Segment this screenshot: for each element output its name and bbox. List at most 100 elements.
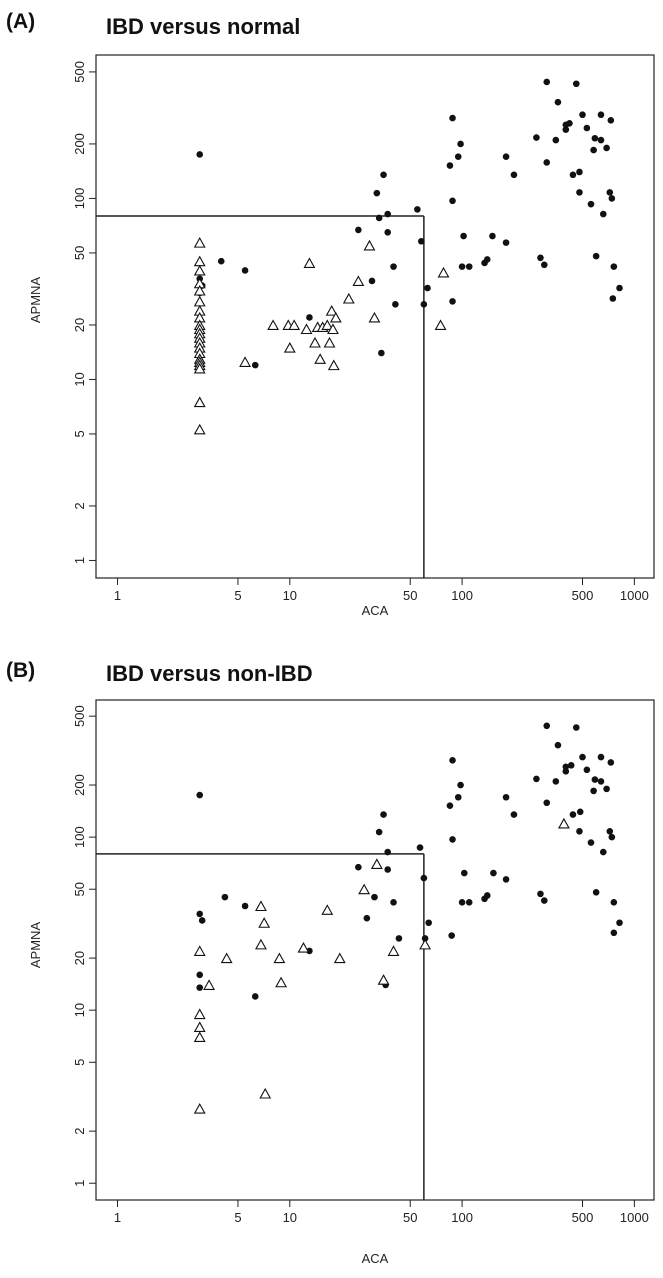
panel-a-control-point: [363, 239, 376, 251]
panel-b-ibd-point: [587, 839, 595, 846]
panel-b-ibd-point: [465, 899, 473, 906]
panel-b-x-tick-label: 500: [572, 1210, 594, 1225]
panel-a-y-tick-label: 5: [72, 430, 87, 437]
panel-a-y-tick-label: 200: [72, 133, 87, 155]
panel-a-ibd-point: [607, 117, 615, 124]
panel-a-ibd-point: [610, 263, 618, 270]
panel-b-ibd-point: [355, 863, 362, 871]
panel-b-ibd-point: [384, 866, 391, 873]
panel-b-ibd-point: [371, 893, 378, 901]
panel-b-control-point: [358, 883, 371, 895]
panel-a-y-tick-label: 1: [72, 557, 87, 564]
panel-a-control-point: [288, 319, 301, 331]
panel-a-ibd-point: [540, 261, 548, 269]
panel-b-ibd-point: [196, 791, 204, 799]
panel-a-control-point: [193, 396, 206, 408]
panel-a-control-point: [193, 362, 206, 374]
panel-b-control-point: [333, 952, 346, 964]
panel-b-ibd-point: [552, 778, 560, 785]
panel-b-control-point: [193, 1008, 206, 1020]
panel-b-ibd-point: [607, 759, 615, 766]
panel-a-title: IBD versus normal: [106, 14, 300, 39]
panel-b-control-point: [273, 952, 286, 964]
panel-a-ibd-point: [483, 256, 491, 263]
panel-a-ibd-point: [566, 120, 573, 127]
panel-b-ibd-point: [597, 778, 605, 785]
panel-b-ibd-point: [603, 785, 610, 793]
panel-a-control-point: [193, 284, 206, 296]
panel-b-ibd-point: [198, 917, 206, 924]
panel-b-control-point: [193, 945, 206, 956]
panel-b-control-point: [193, 1021, 206, 1032]
panel-a-x-tick-label: 50: [403, 588, 417, 603]
panel-b-control-point: [259, 1087, 272, 1099]
panel-b-x-tick-label: 5: [234, 1210, 241, 1225]
panel-a-y-axis-label: APMNA: [28, 277, 43, 324]
panel-b-ibd-point: [363, 914, 371, 922]
panel-b-x-axis-label: ACA: [362, 1251, 389, 1266]
panel-a-ibd-point: [606, 189, 614, 196]
panel-a-control-point: [321, 319, 334, 331]
panel-b-ibd-point: [490, 869, 497, 877]
panel-a-ibd-point: [576, 168, 583, 176]
panel-a-ibd-point: [375, 214, 383, 222]
panel-a-y-tick-label: 500: [72, 61, 87, 83]
panel-a-ibd-point: [502, 239, 510, 246]
panel-b: (B) IBD versus non-IBD ACA APMNA 1 5 10 50 1…: [6, 659, 655, 1266]
panel-a-x-tick-label: 10: [283, 588, 297, 603]
panel-a-y-tick-label: 100: [72, 188, 87, 210]
panel-b-ibd-point: [510, 811, 518, 818]
panel-a-control-point: [193, 255, 206, 267]
panel-a-x-tick-label: 5: [234, 588, 241, 603]
panel-b-ibd-point: [569, 811, 577, 818]
panel-a-ibd-point: [414, 206, 421, 213]
panel-b-control-point: [258, 917, 271, 928]
panel-a-ibd-point: [251, 361, 259, 369]
panel-b-ibd-point: [554, 741, 562, 749]
panel-b-control-point: [255, 900, 267, 912]
panel-a-control-point: [323, 336, 336, 348]
panel-a-control-point: [329, 311, 342, 323]
panel-a-ibd-point: [533, 134, 540, 141]
panel-b-ibd-point: [616, 919, 623, 927]
panel-a-control-point: [309, 336, 321, 348]
panel-b-x-tick-label: 100: [451, 1210, 473, 1225]
panel-a-ibd-point: [591, 134, 599, 142]
panel-a-control-point: [342, 292, 355, 304]
panel-a-ibd-point: [373, 189, 381, 197]
panel-b-ibd-point: [458, 899, 466, 906]
panel-b-ibd-point: [449, 836, 456, 843]
panel-b-ibd-point: [608, 833, 616, 841]
panel-b-control-point: [255, 938, 267, 950]
panel-b-control-point: [370, 858, 383, 869]
panel-a-x-tick-label: 100: [451, 588, 473, 603]
panel-a-control-point: [327, 323, 339, 335]
panel-a-ibd-point: [590, 146, 597, 154]
panel-b-ibd-point: [420, 874, 428, 882]
panel-b-ibd-point: [590, 787, 597, 795]
panel-b-ibd-point: [610, 899, 618, 906]
panel-b-ibd-point: [597, 753, 605, 761]
panel-a-ibd-point: [420, 301, 428, 308]
panel-b-ibd-point: [449, 756, 456, 764]
panel-a-ibd-point: [579, 111, 586, 119]
panel-a-ibd-point: [196, 151, 204, 158]
panel-a-control-point: [267, 319, 280, 331]
panel-b-control-point: [193, 1102, 206, 1114]
panel-b-y-tick-label: 200: [72, 774, 87, 796]
panel-a-ibd-point: [392, 301, 399, 308]
panel-b-ibd-point: [572, 724, 580, 731]
panel-a-ibd-point: [306, 314, 313, 321]
panel-b-ibd-point: [540, 897, 548, 904]
panel-a-ibd-point: [449, 114, 456, 122]
panel-a-ibd-point: [587, 200, 595, 208]
panel-a-ibd-point: [616, 284, 623, 292]
panel-b-control-point: [275, 976, 288, 988]
panel-b-ibd-point: [425, 919, 432, 927]
panel-a-control-point: [283, 341, 296, 353]
panel-a-control-point: [327, 359, 340, 371]
panel-a-x-tick-label: 1: [114, 588, 121, 603]
panel-b-ibd-point: [562, 768, 570, 775]
panel-b-ibd-point: [583, 766, 591, 774]
